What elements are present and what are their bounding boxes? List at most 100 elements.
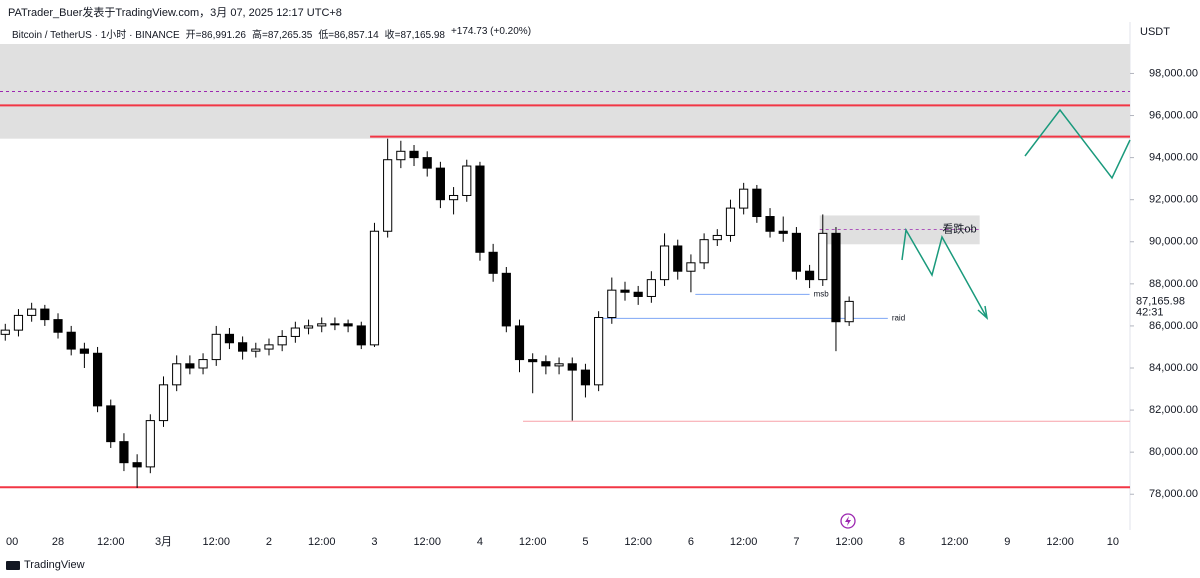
candle-body xyxy=(172,363,182,386)
candle-body xyxy=(369,230,380,346)
candle-body xyxy=(739,188,749,209)
y-tick-label: 82,000.00 xyxy=(1149,404,1198,416)
candle-body xyxy=(818,232,828,281)
y-tick-label: 88,000.00 xyxy=(1149,278,1198,290)
candle-body xyxy=(92,352,103,407)
y-tick-label: 94,000.00 xyxy=(1149,152,1198,164)
candle-body xyxy=(317,323,327,327)
candle-body xyxy=(264,344,274,350)
x-tick-label: 12:00 xyxy=(413,536,441,548)
currency: USDT xyxy=(1140,26,1170,38)
title: PATrader_Buer发表于TradingView.com，3月 07, 2… xyxy=(8,7,342,19)
y-tick-label: 96,000.00 xyxy=(1149,109,1198,121)
candle-body xyxy=(633,291,643,297)
candle-body xyxy=(501,272,511,327)
candle-body xyxy=(844,300,854,323)
candle-body xyxy=(659,245,670,281)
x-tick-label: 12:00 xyxy=(941,536,969,548)
candle-body xyxy=(383,159,393,232)
legend: Bitcoin / TetherUS · 1小时 · BINANCE 开=86,… xyxy=(12,26,531,41)
x-tick-label: 5 xyxy=(582,536,588,548)
candle-body xyxy=(567,363,577,371)
x-tick-label: 12:00 xyxy=(202,536,230,548)
candle-body xyxy=(224,333,235,344)
x-tick-label: 2 xyxy=(266,536,272,548)
y-tick-label: 92,000.00 xyxy=(1149,194,1198,206)
candle-body xyxy=(343,323,353,327)
candle-body xyxy=(488,251,498,274)
candle-body xyxy=(145,420,155,468)
candle-body xyxy=(514,325,525,361)
plot: 看跌ob msb raid xyxy=(0,44,1130,489)
legend-high: 高=87,265.35 xyxy=(251,30,313,41)
event-icon[interactable] xyxy=(840,513,856,529)
y-tick-label: 80,000.00 xyxy=(1149,446,1198,458)
candle-body xyxy=(251,348,261,352)
candle-body xyxy=(699,239,709,264)
candle-body xyxy=(475,165,485,253)
x-tick-label: 12:00 xyxy=(97,536,125,548)
candle-body xyxy=(27,308,37,316)
candle-body xyxy=(356,325,366,346)
x-tick-label: 12:00 xyxy=(1046,536,1074,548)
zone-label: 看跌ob xyxy=(942,221,976,235)
candle-body xyxy=(290,327,300,337)
candle-body xyxy=(40,308,50,321)
candle-body xyxy=(620,289,630,293)
x-tick-label: 8 xyxy=(899,536,905,548)
candle-body xyxy=(462,165,472,196)
x-tick-label: 9 xyxy=(1004,536,1010,548)
candle-body xyxy=(673,245,683,272)
x-tick-label: 12:00 xyxy=(730,536,758,548)
x-tick-label: 28 xyxy=(52,536,64,548)
candle-body xyxy=(119,441,129,464)
candle-body xyxy=(752,188,762,218)
candle-body xyxy=(594,317,604,386)
candle-body xyxy=(554,363,564,367)
candle-body xyxy=(198,359,208,369)
candle-body xyxy=(725,207,736,236)
candle-body xyxy=(53,319,63,333)
candle-body xyxy=(0,329,10,335)
candle-body xyxy=(185,363,195,369)
projection xyxy=(1024,108,1131,180)
candle-body xyxy=(805,270,815,281)
logo xyxy=(6,561,20,570)
legend-close: 收=87,165.98 xyxy=(384,30,445,41)
candle-body xyxy=(211,333,221,361)
candle-body xyxy=(66,331,76,350)
candle-body xyxy=(13,314,24,331)
candle-body xyxy=(238,342,248,352)
candle-body xyxy=(330,323,340,326)
symbol: Bitcoin / TetherUS · 1小时 · BINANCE xyxy=(12,30,180,41)
y-tick-label: 86,000.00 xyxy=(1149,320,1198,332)
x-tick-label: 3月 xyxy=(155,536,172,548)
candle-body xyxy=(765,216,775,232)
x-tick-label: 12:00 xyxy=(519,536,547,548)
candle-body xyxy=(435,167,445,201)
countdown: 42:31 xyxy=(1136,306,1164,318)
candle-body xyxy=(132,462,142,468)
event-icon-bolt xyxy=(845,516,851,526)
candle-body xyxy=(712,234,722,241)
x-tick-label: 7 xyxy=(793,536,799,548)
brand: TradingView xyxy=(24,559,85,571)
x-tick-label: 12:00 xyxy=(308,536,336,548)
level-label: msb xyxy=(814,289,830,298)
candle-body xyxy=(646,279,656,297)
y-tick-label: 78,000.00 xyxy=(1149,488,1198,500)
candle-body xyxy=(580,369,591,386)
legend-low: 低=86,857.14 xyxy=(318,30,379,41)
x-tick-label: 12:00 xyxy=(835,536,863,548)
x-tick-label: 10 xyxy=(1107,536,1119,548)
zone xyxy=(819,215,980,245)
candle-body xyxy=(778,230,788,234)
candle-body xyxy=(448,194,459,201)
level-label: raid xyxy=(892,313,905,322)
y-tick-label: 98,000.00 xyxy=(1149,67,1198,79)
candle-body xyxy=(686,262,696,272)
legend-open: 开=86,991.26 xyxy=(185,30,246,41)
candle-body xyxy=(528,359,538,363)
candle-body xyxy=(607,289,617,319)
